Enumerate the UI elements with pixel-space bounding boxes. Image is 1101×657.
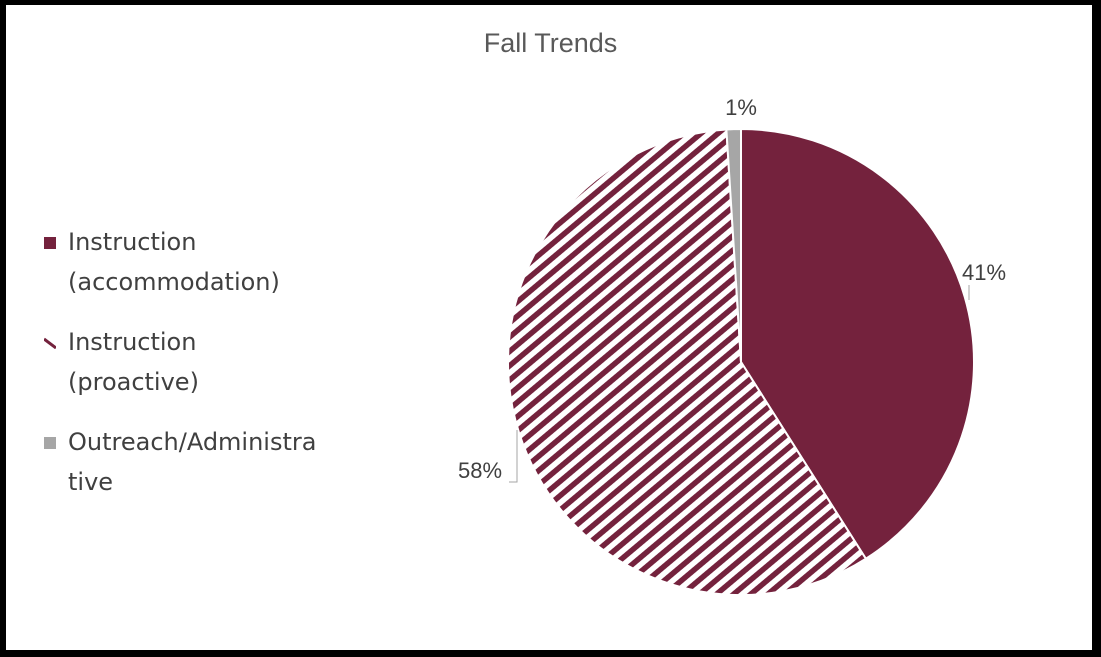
pie-slice	[740, 127, 975, 561]
leader-line	[509, 430, 518, 483]
legend-item-instruction-proactive: Instruction (proactive)	[44, 322, 388, 402]
legend-item-instruction-accommodation: Instruction (accommodation)	[44, 222, 388, 302]
legend-label: Instruction	[68, 228, 197, 256]
legend-swatch-striped-maroon	[44, 337, 56, 349]
legend-label: Outreach/Administra	[68, 428, 317, 456]
data-label: 58%	[458, 458, 502, 483]
chart-title: Fall Trends	[483, 28, 618, 58]
legend-item-outreach-administrative: Outreach/Administra tive	[44, 422, 388, 502]
data-label: 1%	[725, 95, 757, 120]
legend-label: (accommodation)	[68, 268, 280, 296]
legend-swatch-solid-maroon	[44, 237, 56, 249]
legend-label: Instruction	[68, 328, 197, 356]
pie-slice	[725, 127, 742, 363]
pie-slice	[507, 128, 868, 596]
legend-label: (proactive)	[68, 368, 199, 396]
chart-legend: Instruction (accommodation) Instruction …	[44, 222, 388, 522]
legend-swatch-solid-gray	[44, 437, 56, 449]
data-label: 41%	[962, 260, 1006, 285]
legend-label: tive	[68, 468, 114, 496]
